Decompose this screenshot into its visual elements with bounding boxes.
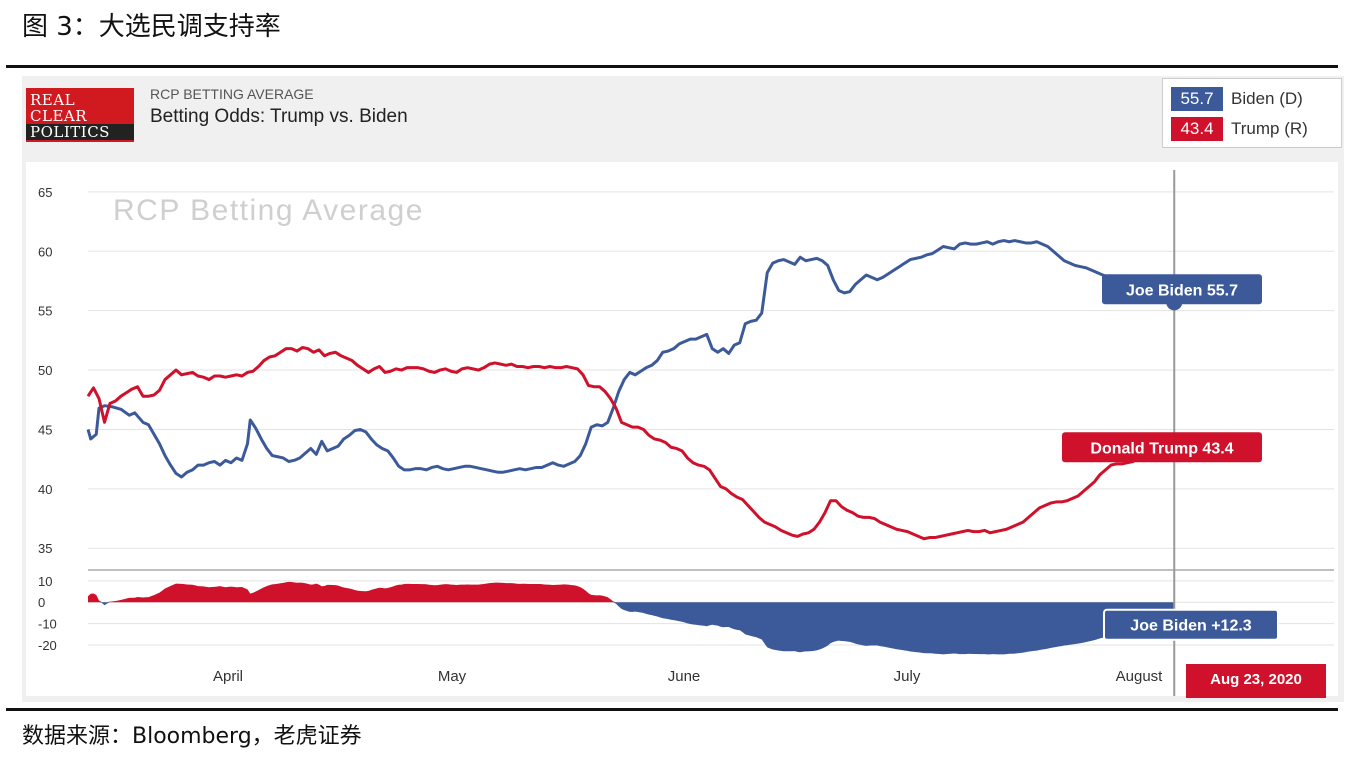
svg-text:Joe Biden 55.7: Joe Biden 55.7	[1126, 282, 1238, 299]
source-note: 数据来源：Bloomberg，老虎证券	[22, 724, 362, 749]
legend-label-trump: Trump (R)	[1231, 119, 1308, 138]
legend-label-biden: Biden (D)	[1231, 89, 1303, 108]
legend: 55.7 Biden (D) 43.4 Trump (R)	[1162, 78, 1342, 148]
y-tick-label: 40	[38, 482, 52, 497]
lower-y-tick-label: -20	[38, 638, 57, 653]
callout-trump: Donald Trump 43.4	[1062, 432, 1262, 463]
y-tick-label: 60	[38, 244, 52, 259]
current-date-box	[1186, 664, 1326, 698]
logo-line-3: POLITICS	[26, 124, 134, 140]
svg-text:Joe Biden +12.3: Joe Biden +12.3	[1130, 618, 1251, 635]
x-tick-label: May	[438, 668, 467, 685]
y-tick-label: 35	[38, 541, 52, 556]
y-tick-label: 50	[38, 363, 52, 378]
y-tick-label: 65	[38, 185, 52, 200]
svg-text:Donald Trump 43.4: Donald Trump 43.4	[1090, 440, 1233, 457]
series-line-trump	[86, 345, 1175, 541]
lower-y-tick-label: 0	[38, 595, 45, 610]
x-tick-label: June	[668, 668, 701, 685]
lower-y-tick-label: 10	[38, 574, 52, 589]
legend-item-biden: 55.7 Biden (D)	[1171, 87, 1303, 111]
lower-y-tick-label: -10	[38, 617, 57, 632]
callout-spread: Joe Biden +12.3	[1103, 608, 1279, 641]
legend-value-trump: 43.4	[1171, 117, 1223, 141]
logo-line-2: CLEAR	[30, 107, 88, 125]
chart-watermark: RCP Betting Average	[113, 194, 424, 227]
y-tick-label: 45	[38, 422, 52, 437]
bottom-rule	[6, 708, 1338, 711]
y-tick-label: 55	[38, 304, 52, 319]
chart-title: Betting Odds: Trump vs. Biden	[150, 106, 408, 127]
figure-title: 图 3：大选民调支持率	[22, 12, 281, 42]
x-tick-label: April	[213, 668, 243, 685]
x-tick-label: August	[1116, 668, 1164, 685]
spread-area-trump	[88, 581, 1175, 603]
callout-biden: Joe Biden 55.7	[1102, 274, 1262, 305]
rcp-logo: REAL CLEAR POLITICS	[26, 88, 134, 142]
current-date-label: Aug 23, 2020	[1210, 671, 1302, 688]
logo-line-1: REAL	[30, 91, 76, 109]
legend-value-biden: 55.7	[1171, 87, 1223, 111]
spread-area-biden	[88, 602, 1175, 655]
series-line-biden	[86, 239, 1176, 479]
legend-item-trump: 43.4 Trump (R)	[1171, 117, 1308, 141]
x-tick-label: July	[894, 668, 921, 685]
chart-supertitle: RCP BETTING AVERAGE	[150, 86, 314, 102]
top-rule	[6, 65, 1338, 68]
